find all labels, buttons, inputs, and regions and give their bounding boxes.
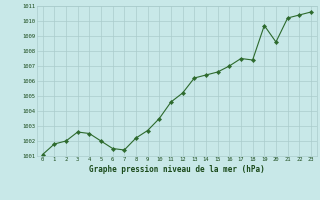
X-axis label: Graphe pression niveau de la mer (hPa): Graphe pression niveau de la mer (hPa) (89, 165, 265, 174)
